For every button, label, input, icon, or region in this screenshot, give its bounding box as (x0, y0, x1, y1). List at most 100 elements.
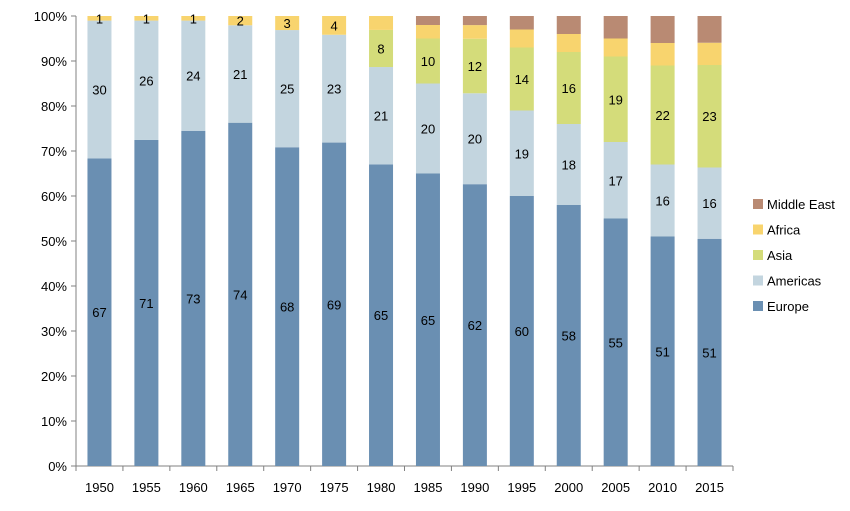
data-label-americas: 24 (186, 69, 200, 84)
bar-segment-africa (322, 16, 347, 35)
bar-segment-asia (415, 38, 440, 84)
data-label-europe: 65 (421, 313, 435, 328)
bar-segment-americas (87, 20, 112, 159)
x-axis: 1950 1955 1960 1965 1970 1975 1980 1985 1990 1995… (75, 465, 734, 495)
data-label-europe: 58 (562, 329, 576, 344)
bar-segment-middle-east (509, 16, 534, 30)
x-tick-label: 1975 (320, 480, 349, 495)
data-label-europe: 51 (702, 345, 716, 360)
legend-swatch-africa (753, 224, 763, 235)
bar-segment-europe (556, 205, 581, 466)
bar-segment-europe (369, 164, 394, 466)
bars-group (87, 16, 722, 467)
x-tick-label: 1965 (226, 480, 255, 495)
data-label-asia: 22 (655, 108, 669, 123)
bar-segment-asia (556, 52, 581, 124)
data-labels-group: 6730171261732417421268253692346521865201… (92, 11, 717, 360)
bar-segment-asia (509, 47, 534, 111)
legend-label-africa: Africa (767, 223, 801, 238)
legend-label-asia: Asia (767, 248, 793, 263)
bar-segment-americas (509, 110, 534, 196)
bar-segment-europe (87, 158, 112, 467)
y-tick-label: 50% (41, 234, 67, 249)
bar-segment-africa (509, 29, 534, 48)
bar-segment-africa (603, 38, 628, 57)
legend-swatch-middle-east (753, 199, 763, 209)
data-label-europe: 55 (608, 335, 622, 350)
data-label-americas: 21 (233, 67, 247, 82)
bar-segment-middle-east (650, 16, 675, 43)
bar-segment-africa (369, 16, 394, 30)
bar-segment-europe (509, 196, 534, 466)
bar-segment-africa (650, 43, 675, 66)
bar-segment-middle-east (556, 16, 581, 34)
y-tick-label: 60% (41, 189, 67, 204)
data-label-americas: 18 (562, 158, 576, 173)
bar-segment-asia (369, 29, 394, 68)
x-tick-label: 2005 (601, 480, 630, 495)
bar-segment-africa (181, 16, 206, 21)
x-tick-label: 2015 (695, 480, 724, 495)
bar-segment-europe (697, 238, 722, 466)
data-label-americas: 23 (327, 82, 341, 97)
bar-segment-europe (181, 130, 206, 467)
bar-segment-americas (275, 30, 300, 148)
data-label-americas: 25 (280, 82, 294, 97)
bar-segment-africa (134, 16, 159, 21)
data-label-asia: 10 (421, 54, 435, 69)
legend-swatch-asia (753, 250, 763, 260)
data-label-asia: 23 (702, 109, 716, 124)
y-tick-label: 10% (41, 414, 67, 429)
bar-segment-europe (650, 236, 675, 466)
data-label-europe: 73 (186, 291, 200, 306)
bar-segment-europe (415, 173, 440, 466)
bar-segment-europe (228, 122, 253, 466)
bar-segment-americas (228, 25, 253, 123)
y-tick-label: 40% (41, 279, 67, 294)
y-tick-label: 100% (34, 9, 68, 24)
data-label-americas: 30 (92, 82, 106, 97)
y-tick-label: 30% (41, 324, 67, 339)
bar-segment-americas (369, 67, 394, 165)
data-label-europe: 69 (327, 297, 341, 312)
data-label-europe: 71 (139, 296, 153, 311)
y-tick-label: 90% (41, 54, 67, 69)
bar-segment-africa (228, 16, 253, 26)
legend-swatch-europe (753, 301, 763, 311)
data-label-africa: 1 (143, 11, 150, 26)
bar-segment-europe (603, 218, 628, 466)
bar-segment-africa (87, 16, 112, 21)
data-label-europe: 65 (374, 308, 388, 323)
x-tick-label: 1990 (460, 480, 489, 495)
data-label-asia: 16 (562, 81, 576, 96)
data-label-asia: 14 (515, 72, 529, 87)
y-tick-label: 20% (41, 369, 67, 384)
x-tick-label: 2010 (648, 480, 677, 495)
x-tick-label: 1955 (132, 480, 161, 495)
bar-segment-africa (275, 16, 300, 31)
bar-segment-asia (603, 56, 628, 142)
x-tick-label: 1985 (414, 480, 443, 495)
bar-segment-americas (415, 83, 440, 174)
data-label-europe: 67 (92, 305, 106, 320)
data-label-americas: 16 (655, 194, 669, 209)
data-label-africa: 1 (190, 11, 197, 26)
bar-segment-americas (603, 142, 628, 219)
legend: Middle East Africa Asia Americas Europe (753, 197, 835, 314)
x-tick-label: 1950 (85, 480, 114, 495)
data-label-asia: 12 (468, 59, 482, 74)
bar-segment-africa (556, 34, 581, 52)
x-tick-label: 1980 (367, 480, 396, 495)
data-label-europe: 51 (655, 344, 669, 359)
bar-segment-middle-east (415, 16, 440, 25)
bar-segment-europe (134, 139, 159, 466)
data-label-americas: 21 (374, 109, 388, 124)
data-label-africa: 2 (237, 14, 244, 29)
data-label-americas: 20 (421, 122, 435, 137)
data-label-americas: 26 (139, 73, 153, 88)
bar-segment-africa (415, 25, 440, 39)
bar-segment-americas (556, 124, 581, 205)
y-axis: 0% 10% 20% 30% 40% 50% 60% 70% 80% 90% 100% (34, 9, 77, 474)
legend-swatch-americas (753, 275, 763, 286)
